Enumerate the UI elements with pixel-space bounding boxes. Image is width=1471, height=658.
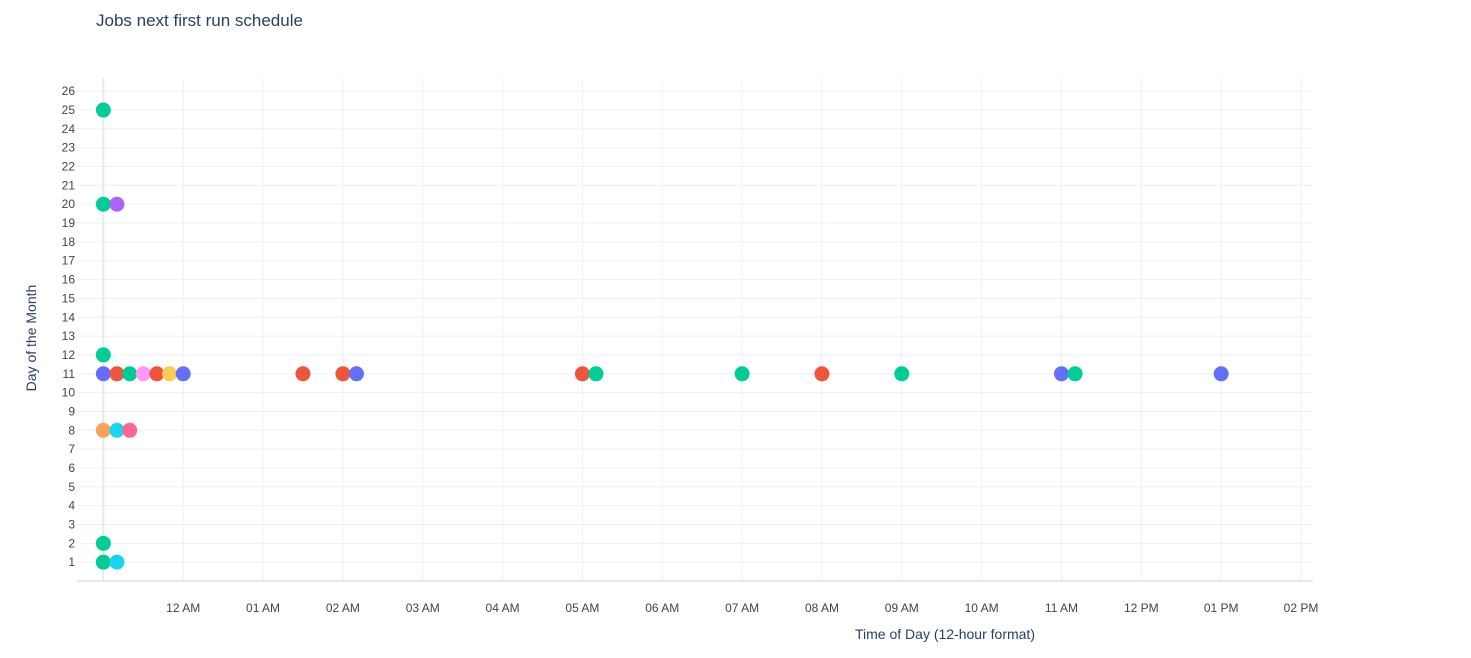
data-point[interactable] (162, 366, 178, 382)
chart-title: Jobs next first run schedule (96, 11, 303, 30)
y-tick-label: 20 (62, 197, 76, 211)
data-point[interactable] (95, 366, 111, 382)
data-point[interactable] (1053, 366, 1069, 382)
y-axis-ticks: 1234567891011121314151617181920212223242… (62, 84, 76, 569)
y-tick-label: 5 (68, 480, 75, 494)
data-point[interactable] (95, 196, 111, 212)
data-point[interactable] (95, 422, 111, 438)
y-tick-label: 13 (62, 329, 76, 343)
data-point[interactable] (95, 535, 111, 551)
x-tick-label: 02 AM (326, 601, 360, 615)
y-tick-label: 24 (62, 122, 76, 136)
y-tick-label: 16 (62, 273, 76, 287)
x-tick-label: 02 PM (1284, 601, 1319, 615)
x-tick-label: 12 PM (1124, 601, 1159, 615)
data-point[interactable] (109, 196, 125, 212)
data-point[interactable] (295, 366, 311, 382)
data-point[interactable] (95, 102, 111, 118)
x-tick-label: 09 AM (885, 601, 919, 615)
data-point[interactable] (814, 366, 830, 382)
data-point[interactable] (95, 347, 111, 363)
x-tick-label: 04 AM (486, 601, 520, 615)
data-point[interactable] (109, 554, 125, 570)
x-axis-ticks: 12 AM 01 AM 02 AM 03 AM 04 AM 05 AM 06 AM 07 AM… (166, 601, 1318, 615)
data-point[interactable] (122, 366, 138, 382)
data-point[interactable] (149, 366, 165, 382)
data-point[interactable] (588, 366, 604, 382)
grid-lines (77, 78, 1313, 582)
y-tick-label: 3 (68, 517, 75, 531)
y-tick-label: 15 (62, 291, 76, 305)
y-tick-label: 25 (62, 103, 76, 117)
data-point[interactable] (335, 366, 351, 382)
x-tick-label: 06 AM (645, 601, 679, 615)
y-tick-label: 21 (62, 178, 76, 192)
x-tick-label: 01 AM (246, 601, 280, 615)
y-tick-label: 7 (68, 442, 75, 456)
data-point[interactable] (109, 422, 125, 438)
y-tick-label: 4 (68, 499, 75, 513)
y-tick-label: 23 (62, 141, 76, 155)
y-tick-label: 22 (62, 160, 76, 174)
data-point[interactable] (109, 366, 125, 382)
x-axis-title: Time of Day (12-hour format) (855, 626, 1035, 642)
x-tick-label: 08 AM (805, 601, 839, 615)
y-tick-label: 1 (68, 555, 75, 569)
data-point[interactable] (1213, 366, 1229, 382)
y-tick-label: 18 (62, 235, 76, 249)
y-tick-label: 10 (62, 386, 76, 400)
x-tick-label: 12 AM (166, 601, 200, 615)
data-points (95, 102, 1229, 570)
data-point[interactable] (122, 422, 138, 438)
y-tick-label: 17 (62, 254, 76, 268)
y-tick-label: 12 (62, 348, 76, 362)
y-axis-title: Day of the Month (23, 285, 39, 392)
y-tick-label: 8 (68, 423, 75, 437)
y-tick-label: 26 (62, 84, 76, 98)
x-tick-label: 07 AM (725, 601, 759, 615)
y-tick-label: 6 (68, 461, 75, 475)
y-tick-label: 9 (68, 404, 75, 418)
y-tick-label: 19 (62, 216, 76, 230)
x-tick-label: 11 AM (1045, 601, 1078, 615)
x-tick-label: 05 AM (565, 601, 599, 615)
data-point[interactable] (135, 366, 151, 382)
x-tick-label: 03 AM (406, 601, 440, 615)
data-point[interactable] (95, 554, 111, 570)
data-point[interactable] (1067, 366, 1083, 382)
data-point[interactable] (348, 366, 364, 382)
data-point[interactable] (175, 366, 191, 382)
x-tick-label: 10 AM (965, 601, 999, 615)
data-point[interactable] (574, 366, 590, 382)
data-point[interactable] (894, 366, 910, 382)
x-tick-label: 01 PM (1204, 601, 1239, 615)
data-point[interactable] (734, 366, 750, 382)
y-tick-label: 11 (63, 367, 76, 381)
y-tick-label: 2 (68, 536, 75, 550)
y-tick-label: 14 (62, 310, 76, 324)
